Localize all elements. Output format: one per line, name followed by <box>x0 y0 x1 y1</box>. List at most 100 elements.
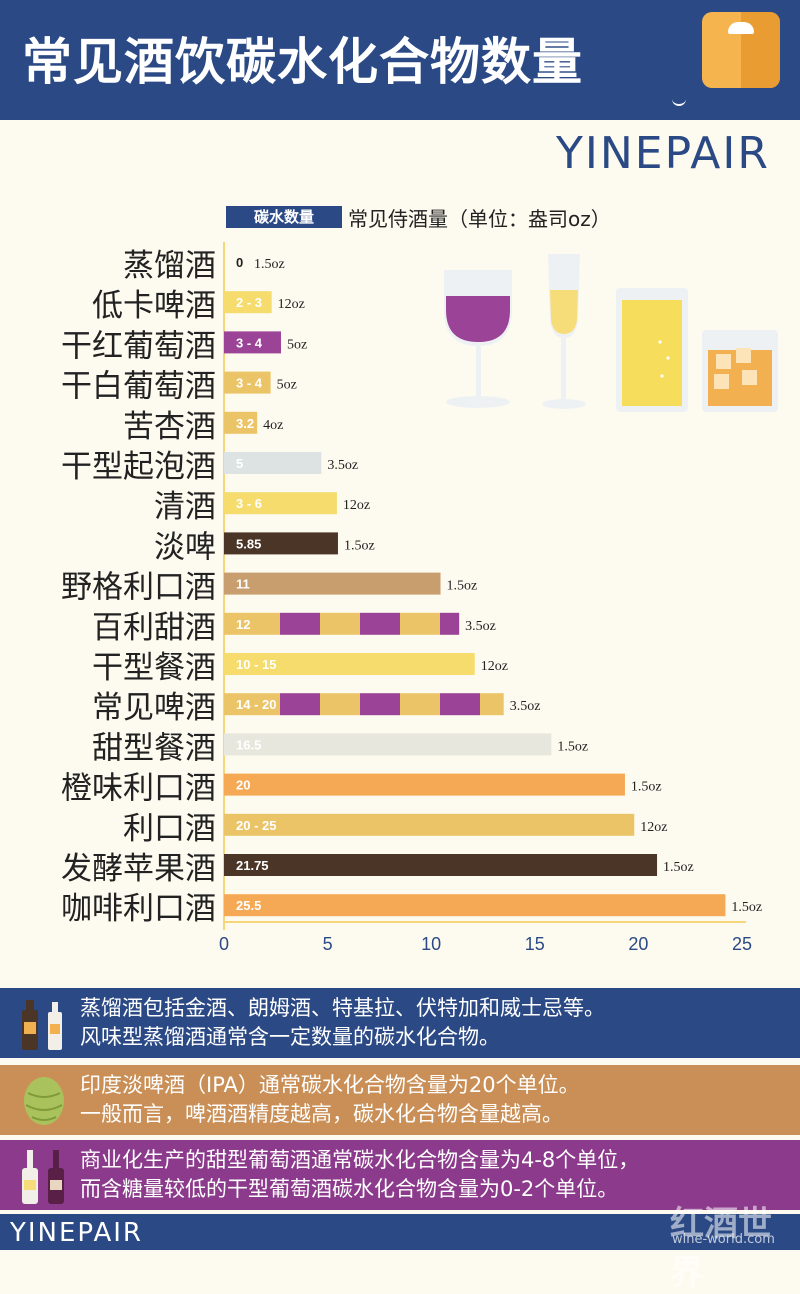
category-label: 利口酒 <box>123 811 216 847</box>
x-tick-label: 10 <box>421 934 441 954</box>
serving-size-label: 4oz <box>263 418 283 433</box>
note-text: 印度淡啤酒（IPA）通常碳水化合物含量为20个单位。 一般而言，啤酒酒精度越高，… <box>80 1071 795 1129</box>
bar-segment <box>360 693 400 716</box>
category-label: 苦杏酒 <box>123 409 216 445</box>
x-tick-label: 15 <box>525 934 545 954</box>
value-label: 3 - 6 <box>236 496 262 511</box>
category-label: 蒸馏酒 <box>123 248 216 284</box>
category-label: 低卡啤酒 <box>92 288 216 324</box>
note-line: 而含糖量较低的干型葡萄酒碳水化合物含量为0-2个单位。 <box>80 1177 619 1201</box>
bar-segment <box>400 612 440 635</box>
value-label: 21.75 <box>236 858 269 873</box>
bar <box>224 411 258 434</box>
note-line: 风味型蒸馏酒通常含一定数量的碳水化合物。 <box>80 1025 500 1049</box>
value-label: 11 <box>236 577 250 592</box>
champagne-flute-icon <box>542 254 586 409</box>
red-wine-glass-icon <box>444 270 512 408</box>
bar-segment <box>400 693 440 716</box>
value-label: 20 <box>236 778 250 793</box>
note-line: 蒸馏酒包括金酒、朗姆酒、特基拉、伏特加和威士忌等。 <box>80 996 605 1020</box>
serving-size-label: 1.5oz <box>254 257 285 272</box>
footer: YINEPAIR <box>0 1214 800 1250</box>
bar <box>224 331 281 354</box>
bar-segment <box>440 612 460 635</box>
note-ipa: 印度淡啤酒（IPA）通常碳水化合物含量为20个单位。 一般而言，啤酒酒精度越高，… <box>0 1065 800 1135</box>
value-label: 25.5 <box>236 898 261 913</box>
bar-segment <box>224 612 240 635</box>
value-label: 10 - 15 <box>236 657 276 672</box>
value-label: 3 - 4 <box>236 335 263 350</box>
x-tick-label: 25 <box>732 934 752 954</box>
note-wine: 商业化生产的甜型葡萄酒通常碳水化合物含量为4-8个单位， 而含糖量较低的干型葡萄… <box>0 1140 800 1210</box>
bar <box>224 733 552 756</box>
serving-size-label: 3.5oz <box>327 458 358 473</box>
scale-icon <box>702 12 780 88</box>
value-label: 14 - 20 <box>236 697 276 712</box>
legend-chip: 碳水数量 <box>226 206 342 228</box>
bar <box>224 894 726 917</box>
bar <box>224 452 322 474</box>
serving-size-label: 12oz <box>343 498 370 513</box>
page-title: 常见酒饮碳水化合物数量 <box>22 33 583 91</box>
serving-size-label: 1.5oz <box>631 780 662 795</box>
note-line: 一般而言，啤酒酒精度越高，碳水化合物含量越高。 <box>80 1102 563 1126</box>
category-label: 清酒 <box>154 489 216 525</box>
value-label: 3 - 4 <box>236 376 263 391</box>
header-curl-decoration <box>672 96 686 106</box>
category-label: 淡啤 <box>154 529 216 565</box>
serving-size-label: 3.5oz <box>510 699 541 714</box>
category-label: 干型起泡酒 <box>61 449 216 485</box>
value-label: 2 - 3 <box>236 295 262 310</box>
bar <box>224 854 658 876</box>
bar-segment <box>224 693 240 716</box>
category-label: 常见啤酒 <box>92 690 216 726</box>
x-tick-label: 5 <box>323 934 333 954</box>
note-spirits: 蒸馏酒包括金酒、朗姆酒、特基拉、伏特加和威士忌等。 风味型蒸馏酒通常含一定数量的… <box>0 988 800 1058</box>
serving-size-label: 12oz <box>278 297 305 312</box>
bar <box>224 371 271 394</box>
note-text: 商业化生产的甜型葡萄酒通常碳水化合物含量为4-8个单位， 而含糖量较低的干型葡萄… <box>80 1146 795 1204</box>
bar <box>224 572 441 595</box>
category-label: 发酵苹果酒 <box>61 851 216 887</box>
value-label: 20 - 25 <box>236 818 276 833</box>
beer-glass-icon <box>616 288 688 412</box>
serving-size-label: 1.5oz <box>344 538 375 553</box>
bar-segment <box>480 693 504 716</box>
hop-icon <box>24 1077 64 1125</box>
serving-size-label: 5oz <box>277 378 297 393</box>
watermark-url: wine-world.com <box>672 1232 775 1247</box>
serving-size-label: 1.5oz <box>663 860 694 875</box>
bar-segment <box>280 693 320 716</box>
wine-bottles-icon <box>22 1150 64 1204</box>
value-label: 16.5 <box>236 737 261 752</box>
serving-size-label: 5oz <box>287 337 307 352</box>
bar-segment <box>280 612 320 635</box>
category-label: 干白葡萄酒 <box>61 369 216 405</box>
value-label: 5.85 <box>236 536 261 551</box>
x-tick-label: 20 <box>628 934 648 954</box>
bar <box>224 773 625 796</box>
serving-size-label: 12oz <box>481 659 508 674</box>
value-label: 3.2 <box>236 416 254 431</box>
bar <box>224 532 338 555</box>
legend-text: 常见侍酒量（单位：盎司oz） <box>348 207 611 231</box>
bar-segment <box>440 693 480 716</box>
bar <box>224 291 272 314</box>
category-label: 橙味利口酒 <box>61 771 216 807</box>
value-label: 0 <box>236 255 243 270</box>
bar <box>224 653 475 675</box>
liquor-bottles-icon <box>22 1000 62 1050</box>
value-label: 12 <box>236 617 250 632</box>
note-text: 蒸馏酒包括金酒、朗姆酒、特基拉、伏特加和威士忌等。 风味型蒸馏酒通常含一定数量的… <box>80 994 795 1052</box>
note-line: 商业化生产的甜型葡萄酒通常碳水化合物含量为4-8个单位， <box>80 1148 640 1172</box>
serving-size-label: 1.5oz <box>447 579 478 594</box>
x-tick-label: 0 <box>219 934 229 954</box>
category-label: 百利甜酒 <box>92 610 216 646</box>
carb-bar-chart: 0 5 10 15 20 25 蒸馏酒 0 1.5oz 低卡啤酒 2 - 3 12oz 干红葡萄酒 3 -… <box>61 242 762 954</box>
note-line: 印度淡啤酒（IPA）通常碳水化合物含量为20个单位。 <box>80 1073 580 1097</box>
category-label: 干红葡萄酒 <box>61 328 216 364</box>
category-label: 咖啡利口酒 <box>61 891 216 927</box>
bar <box>224 492 337 515</box>
footer-brand-logo: YINEPAIR <box>10 1218 143 1248</box>
header: 常见酒饮碳水化合物数量 <box>0 0 800 120</box>
